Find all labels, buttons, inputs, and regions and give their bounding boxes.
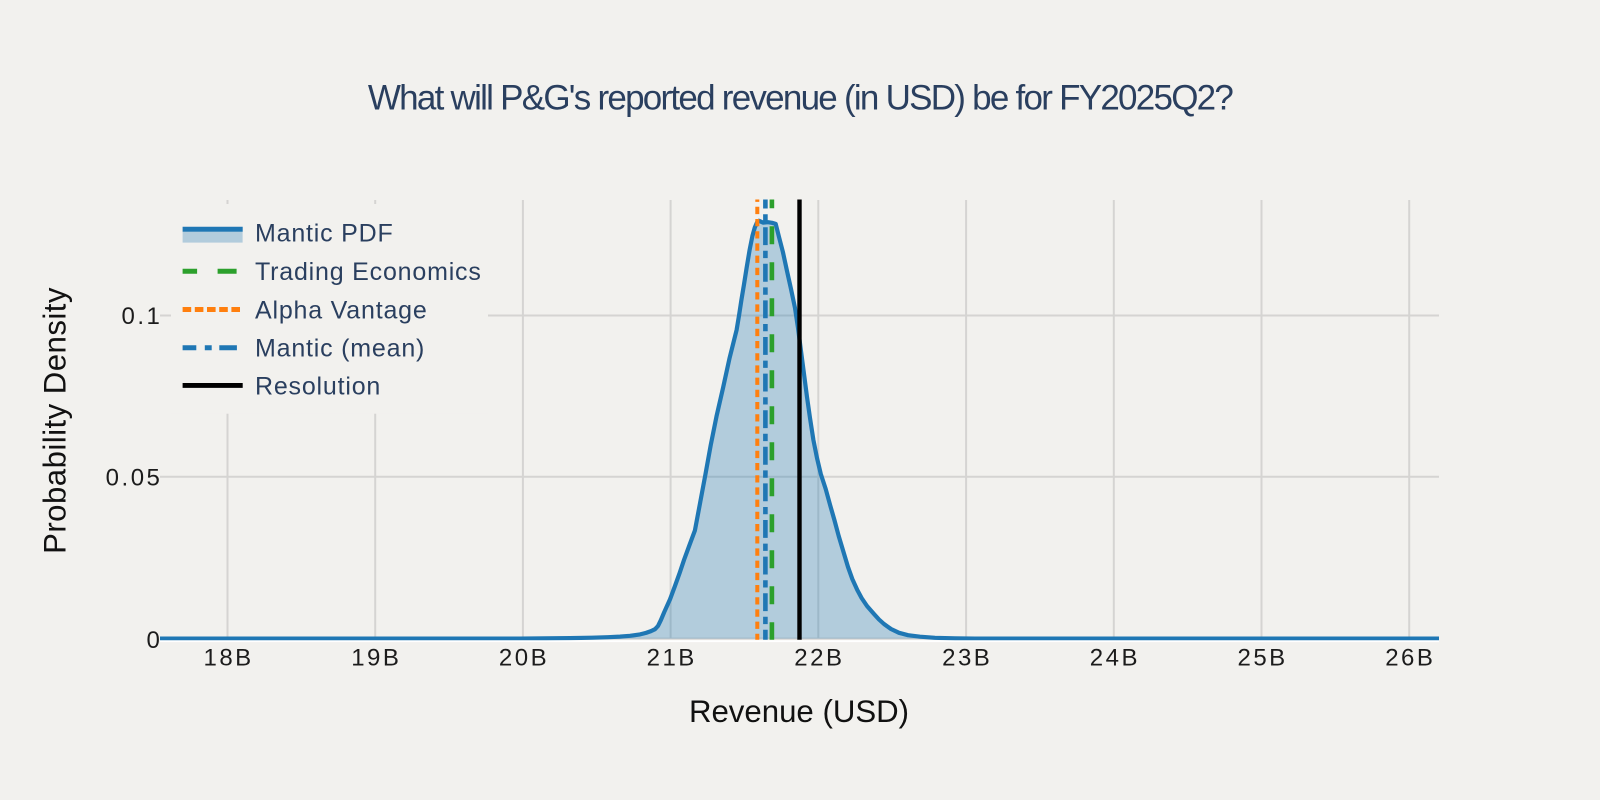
svg-text:24B: 24B [1090,645,1140,672]
svg-text:26B: 26B [1385,645,1435,672]
svg-text:23B: 23B [942,645,992,672]
svg-text:25B: 25B [1237,645,1287,672]
svg-text:18B: 18B [203,645,253,672]
svg-text:20B: 20B [499,645,549,672]
svg-text:Mantic PDF: Mantic PDF [255,220,394,248]
svg-text:22B: 22B [794,645,844,672]
svg-text:What will P&G's reported reven: What will P&G's reported revenue (in USD… [368,78,1233,117]
svg-text:Revenue (USD): Revenue (USD) [689,694,909,729]
svg-text:21B: 21B [647,645,697,672]
svg-text:0.05: 0.05 [106,465,163,492]
svg-text:Mantic (mean): Mantic (mean) [255,335,425,363]
svg-text:Probability Density: Probability Density [38,287,73,554]
svg-text:0.1: 0.1 [122,303,163,330]
svg-text:Resolution: Resolution [255,372,381,400]
svg-text:Alpha Vantage: Alpha Vantage [255,296,428,324]
svg-text:Trading Economics: Trading Economics [255,258,482,286]
svg-text:19B: 19B [351,645,401,672]
svg-text:0: 0 [147,627,163,654]
